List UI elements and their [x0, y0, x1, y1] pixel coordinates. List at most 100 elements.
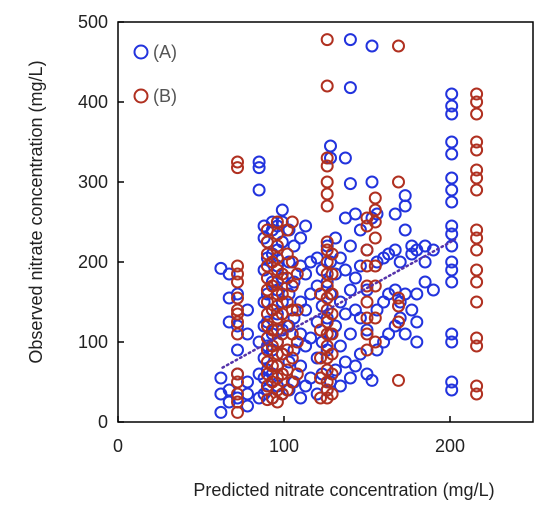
data-point — [470, 183, 484, 197]
data-point — [343, 239, 357, 253]
data-point — [470, 263, 484, 277]
data-point — [445, 147, 459, 161]
data-point — [214, 371, 228, 385]
data-point — [360, 343, 374, 357]
data-point — [304, 331, 318, 345]
data-point — [222, 267, 236, 281]
data-point — [290, 367, 304, 381]
data-point — [231, 307, 244, 321]
data-point — [418, 275, 432, 289]
data-point — [231, 291, 244, 305]
trendline-layer — [221, 238, 457, 369]
data-point — [392, 39, 405, 53]
data-point — [470, 331, 484, 345]
x-axis-label: Predicted nitrate concentration (mg/L) — [193, 480, 494, 500]
y-tick-label: 500 — [78, 12, 108, 32]
data-point — [470, 243, 484, 257]
data-point — [320, 151, 334, 165]
data-point — [290, 303, 304, 317]
data-point — [365, 373, 379, 387]
data-point — [285, 255, 299, 269]
data-point — [470, 163, 484, 177]
y-tick-label: 100 — [78, 332, 108, 352]
data-point — [285, 279, 299, 293]
data-point — [343, 327, 357, 341]
data-point — [382, 327, 396, 341]
data-point — [445, 327, 459, 341]
data-point — [360, 311, 374, 325]
data-point — [231, 155, 244, 169]
data-point — [360, 295, 374, 309]
data-point — [231, 343, 244, 357]
data-point — [470, 95, 484, 109]
data-point — [348, 207, 362, 221]
plot-frame — [117, 21, 534, 423]
data-point — [343, 283, 357, 297]
data-point — [445, 255, 459, 269]
data-point — [299, 303, 313, 317]
data-point — [445, 87, 459, 101]
data-point — [333, 379, 347, 393]
data-point — [338, 151, 352, 165]
data-point — [320, 33, 334, 47]
data-point — [353, 259, 367, 273]
legend: (A) (B) — [133, 42, 177, 106]
data-point — [231, 405, 244, 419]
data-point — [314, 323, 327, 337]
data-point — [392, 299, 405, 313]
data-point — [231, 161, 244, 175]
data-point — [393, 255, 407, 269]
data-point — [290, 267, 304, 281]
data-point — [392, 291, 405, 305]
data-point — [410, 315, 424, 329]
data-point — [231, 367, 244, 381]
data-point — [320, 199, 334, 213]
data-point — [410, 335, 424, 349]
data-point — [445, 135, 459, 149]
data-point — [320, 235, 334, 249]
series-a — [214, 33, 459, 419]
data-point — [314, 391, 327, 405]
x-tick-label: 0 — [113, 436, 123, 456]
data-point — [325, 327, 339, 341]
data-point — [325, 387, 339, 401]
data-point — [325, 367, 339, 381]
data-point — [299, 267, 313, 281]
data-point — [348, 359, 362, 373]
data-point — [231, 375, 244, 389]
data-point — [314, 351, 327, 365]
data-point — [324, 139, 337, 153]
data-point — [368, 259, 382, 273]
data-point — [285, 215, 299, 229]
data-point — [353, 223, 367, 237]
data-point — [299, 219, 313, 233]
data-point — [325, 347, 339, 361]
y-axis-label: Observed nitrate concentration (mg/L) — [26, 60, 46, 363]
data-point — [392, 175, 405, 189]
data-point — [368, 279, 382, 293]
tick-label-layer: 0 100 200 0 100 200 300 400 500 — [78, 12, 465, 456]
data-point — [365, 39, 379, 53]
data-point — [333, 339, 347, 353]
data-point — [388, 207, 402, 221]
data-point — [320, 79, 334, 93]
data-point — [320, 187, 334, 201]
data-point — [368, 231, 382, 245]
data-point — [252, 155, 266, 169]
data-point — [445, 219, 459, 233]
data-point — [275, 203, 289, 217]
series-b — [231, 33, 484, 419]
data-point — [360, 259, 374, 273]
data-point — [445, 195, 459, 209]
data-point — [360, 243, 374, 257]
data-point — [445, 383, 459, 397]
data-point — [294, 359, 308, 373]
data-point — [445, 275, 459, 289]
data-point — [368, 311, 382, 325]
data-point — [470, 87, 484, 101]
data-point — [325, 267, 339, 281]
data-point — [470, 223, 484, 237]
data-point — [353, 347, 367, 361]
y-tick-label: 0 — [98, 412, 108, 432]
